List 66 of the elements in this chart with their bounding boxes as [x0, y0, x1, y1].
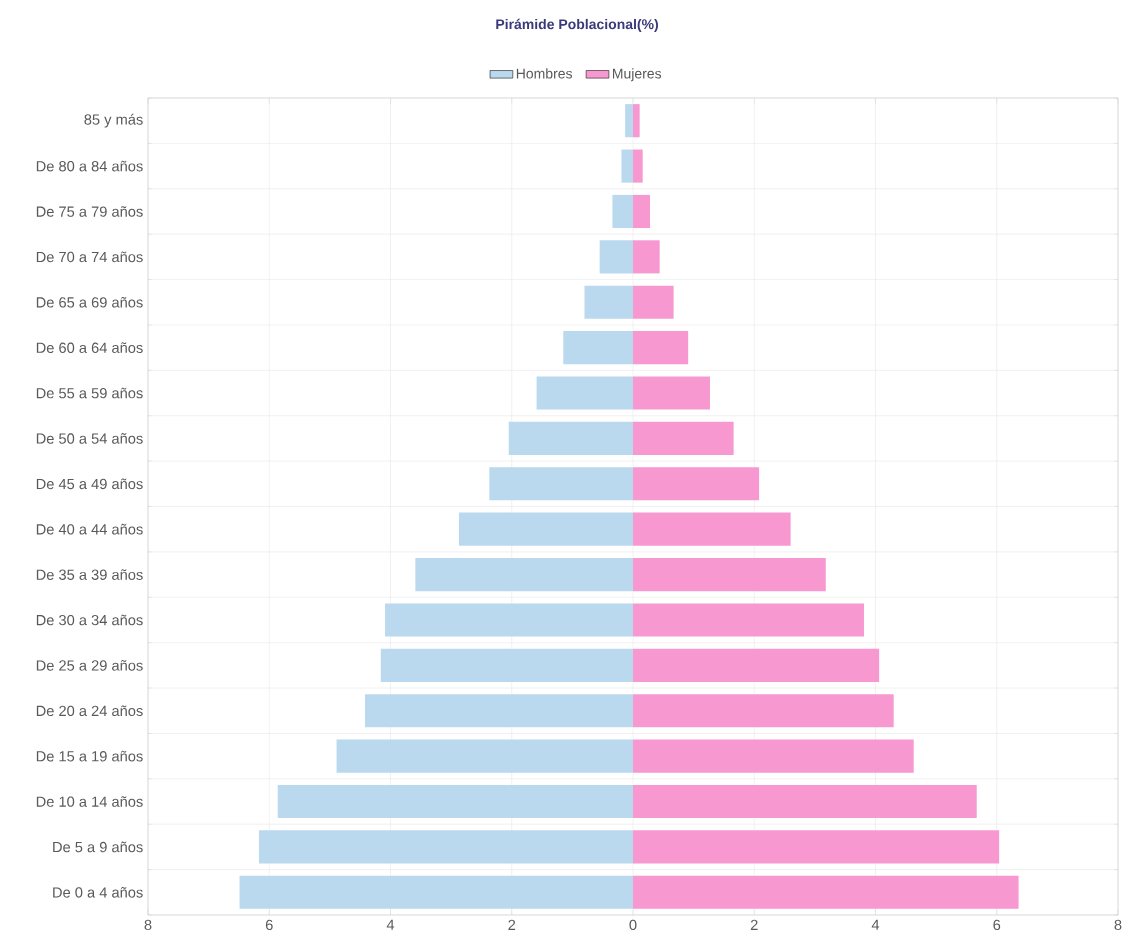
y-tick-label: De 60 a 64 años [36, 342, 143, 353]
y-tick-label: De 40 a 44 años [36, 523, 143, 535]
y-tick-label: De 80 a 84 años [36, 160, 143, 172]
y-tick-label: De 10 a 14 años [36, 796, 143, 807]
bar [633, 875, 1019, 909]
y-tick-label: De 25 a 29 años [36, 660, 143, 671]
x-tick-label: 6 [265, 919, 273, 931]
bar [633, 784, 977, 819]
bar [633, 739, 914, 773]
bar [633, 331, 689, 365]
bar [336, 739, 633, 773]
bar [633, 240, 660, 274]
bar [625, 104, 633, 138]
bar [633, 104, 640, 138]
bar [633, 512, 791, 546]
bar [365, 694, 633, 728]
bar [633, 694, 894, 728]
bar [508, 421, 633, 455]
x-tick-label: 6 [993, 919, 1001, 931]
bar [633, 376, 710, 410]
legend-label: Hombres [516, 68, 573, 79]
bar [489, 467, 633, 501]
legend-label: Mujeres [612, 68, 662, 82]
y-tick-label: 85 y más [84, 113, 143, 128]
x-tick-label: 0 [629, 919, 637, 931]
bar [415, 558, 633, 592]
x-tick-label: 2 [508, 919, 516, 930]
bar [633, 194, 650, 229]
bar [563, 331, 633, 365]
bar [633, 603, 864, 637]
bar [633, 149, 643, 183]
y-tick-label: De 30 a 34 años [36, 614, 143, 626]
y-tick-label: De 5 a 9 años [53, 841, 143, 853]
bar [380, 648, 633, 682]
y-tick-label: De 45 a 49 años [36, 478, 143, 490]
x-tick-label: 2 [750, 919, 758, 930]
y-tick-label: De 15 a 19 años [36, 750, 143, 762]
bar [584, 285, 633, 319]
y-tick-label: De 50 a 54 años [36, 433, 143, 444]
bar [385, 603, 633, 637]
chart-title: Pirámide Poblacional(%) [496, 18, 658, 32]
bar [633, 830, 1000, 864]
x-tick-label: 8 [144, 919, 152, 931]
bar [612, 194, 633, 229]
y-tick-label: De 55 a 59 años [36, 387, 143, 399]
bar [633, 421, 734, 455]
bar [633, 648, 880, 682]
bar [633, 467, 760, 501]
bar [536, 376, 633, 410]
bar [599, 240, 633, 274]
x-tick-label: 8 [1114, 919, 1122, 931]
y-tick-label: De 65 a 69 años [36, 296, 143, 308]
x-tick-label: 4 [386, 919, 395, 930]
bar [459, 512, 633, 546]
bar [258, 830, 633, 864]
y-tick-label: De 20 a 24 años [36, 705, 143, 717]
bar [621, 149, 633, 183]
bar [633, 285, 674, 319]
bar [277, 784, 633, 819]
y-tick-label: De 35 a 39 años [36, 569, 143, 580]
y-tick-label: De 70 a 74 años [36, 251, 143, 263]
x-tick-label: 4 [871, 919, 880, 930]
y-tick-label: De 0 a 4 años [53, 886, 143, 898]
y-tick-label: De 75 a 79 años [36, 206, 143, 217]
bar [633, 558, 826, 592]
bar [239, 875, 633, 909]
